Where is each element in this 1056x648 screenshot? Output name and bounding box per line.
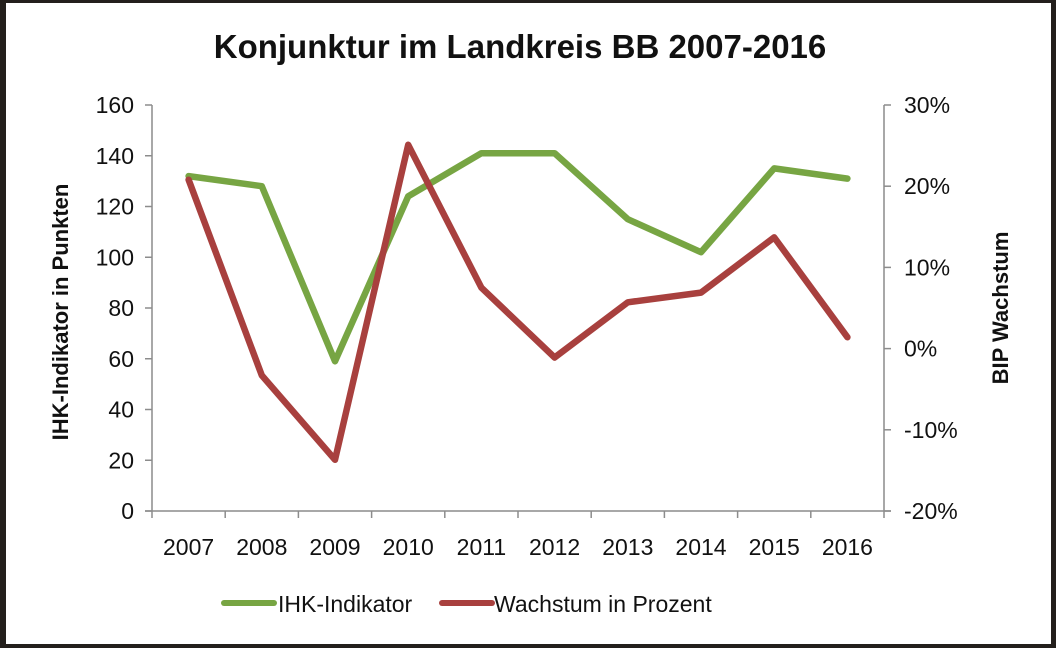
- left-axis-ticks: 0 20 40 60 80 100 120 140 160: [96, 92, 152, 524]
- x-tick-label: 2012: [529, 534, 580, 560]
- x-tick-label: 2011: [457, 534, 506, 560]
- right-axis-ticks: -20% -10% 0% 10% 20% 30%: [884, 92, 958, 524]
- x-tick-label: 2015: [749, 534, 800, 560]
- right-tick-label: 0%: [904, 336, 937, 362]
- left-tick-label: 20: [108, 447, 134, 473]
- left-tick-label: 120: [96, 194, 134, 220]
- chart-title: Konjunktur im Landkreis BB 2007-2016: [214, 28, 827, 65]
- right-tick-label: 30%: [904, 92, 950, 118]
- x-tick-label: 2014: [675, 534, 726, 560]
- x-tick-label: 2016: [822, 534, 873, 560]
- x-tick-label: 2008: [236, 534, 287, 560]
- right-tick-label: -10%: [904, 417, 958, 443]
- left-tick-label: 140: [96, 143, 134, 169]
- legend: IHK-Indikator Wachstum in Prozent: [221, 591, 712, 617]
- left-tick-label: 80: [108, 295, 134, 321]
- left-tick-label: 0: [121, 498, 134, 524]
- x-tick-label: 2009: [309, 534, 360, 560]
- right-tick-label: 20%: [904, 173, 950, 199]
- x-tick-label: 2010: [383, 534, 434, 560]
- left-tick-label: 40: [108, 397, 134, 423]
- series-line-wachstum: [185, 141, 851, 464]
- left-axis-title: IHK-Indikator in Punkten: [48, 184, 73, 441]
- series-lines: [185, 141, 851, 464]
- right-axis-title: BIP Wachstum: [988, 232, 1013, 385]
- left-tick-label: 160: [96, 92, 134, 118]
- legend-label-ihk: IHK-Indikator: [278, 591, 413, 617]
- right-tick-label: -20%: [904, 498, 958, 524]
- legend-label-wachstum: Wachstum in Prozent: [494, 591, 712, 617]
- x-axis-ticks: 2007 2008 2009 2010 2011 2012 2013 2014 2015 2016: [151, 511, 885, 560]
- left-tick-label: 60: [108, 346, 134, 372]
- right-tick-label: 10%: [904, 254, 950, 280]
- left-tick-label: 100: [96, 244, 134, 270]
- x-tick-label: 2007: [163, 534, 214, 560]
- series-line-ihk: [185, 149, 851, 365]
- x-tick-label: 2013: [602, 534, 653, 560]
